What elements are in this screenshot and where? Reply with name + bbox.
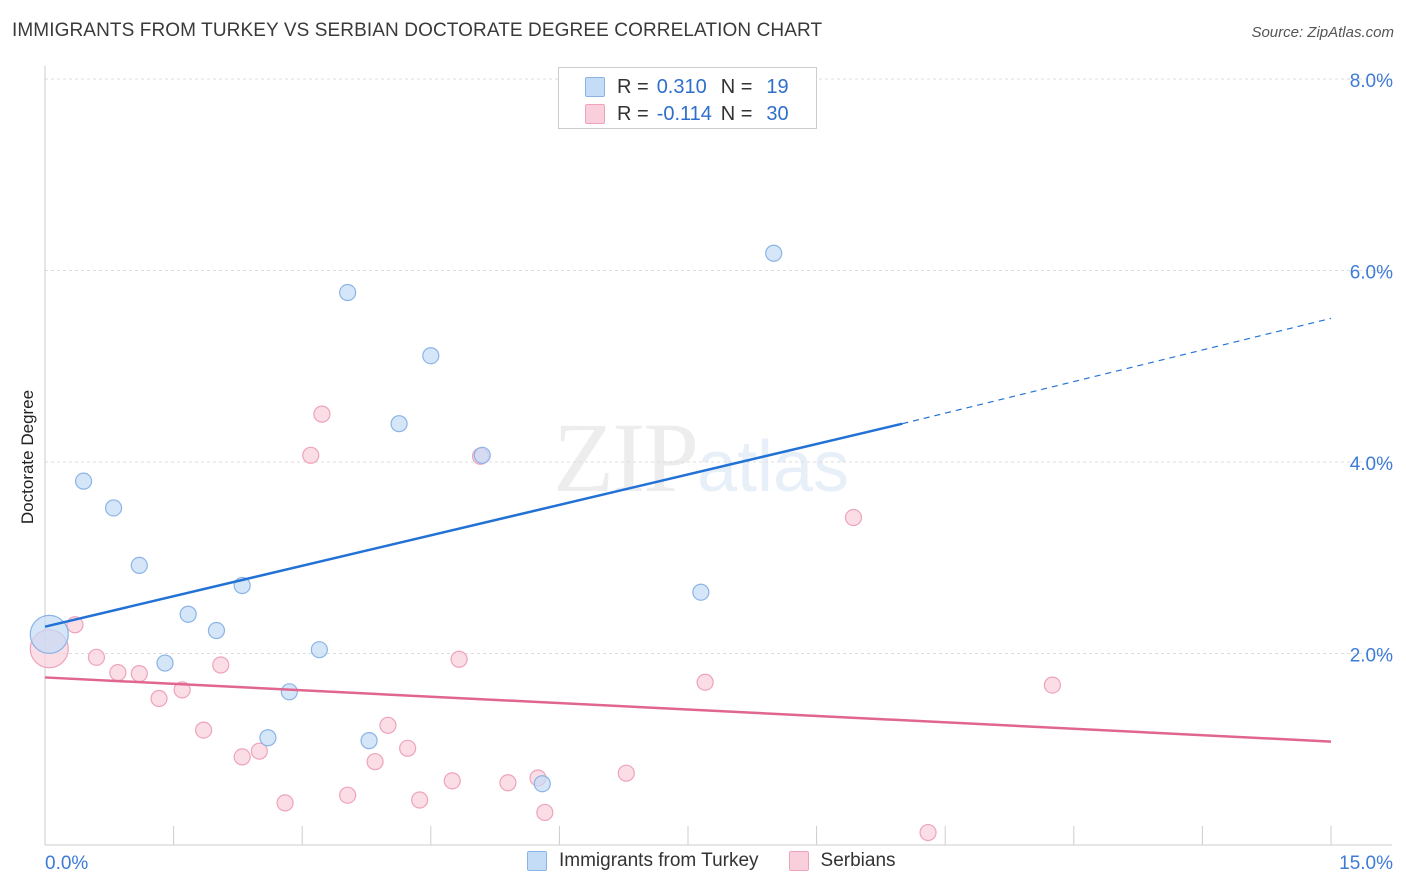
serbian-point (87, 648, 106, 666)
serbian-point (536, 803, 554, 822)
turkey-point (692, 583, 710, 601)
n-value: 30 (766, 102, 789, 125)
serbian-point (339, 786, 357, 804)
turkey-point (156, 654, 174, 672)
legend-row-turkey: R = 0.310 N = 19 (585, 74, 789, 100)
serbian-point (450, 650, 468, 668)
legend-row-serbian: R = -0.114 N = 30 (585, 101, 789, 127)
source-label: Source: ZipAtlas.com (1251, 24, 1394, 41)
y-tick-label: 8.0% (1350, 71, 1393, 92)
turkey-point (339, 283, 357, 302)
r-value: 0.310 (656, 75, 707, 98)
serbian-point (173, 681, 191, 699)
serbian-point (919, 823, 937, 842)
serbian-point (443, 772, 461, 790)
y-tick-label: 4.0% (1350, 454, 1393, 475)
turkey-point (74, 472, 93, 490)
serbian-point (276, 794, 294, 812)
r-label: R = (617, 102, 649, 125)
turkey-point (473, 446, 491, 464)
serbian-point (499, 774, 517, 792)
n-value: 19 (766, 75, 789, 98)
legend-item-turkey[interactable]: Immigrants from Turkey (527, 850, 759, 872)
turkey-point (422, 347, 440, 365)
r-label: R = (617, 75, 649, 98)
serbian-point (250, 742, 268, 760)
serbian-trend-line (44, 676, 1332, 743)
turkey-point (104, 499, 123, 517)
turkey-swatch (585, 77, 605, 97)
serbian-point (130, 665, 148, 683)
turkey-point (765, 244, 783, 262)
turkey-legend-swatch (527, 851, 547, 871)
serbian-point (233, 748, 251, 766)
serbian-point (399, 739, 417, 757)
y-axis-label: Doctorate Degree (18, 389, 37, 525)
serbian-point (150, 689, 168, 708)
turkey-point (533, 775, 551, 793)
turkey-trend-extension (902, 317, 1332, 425)
turkey-point (390, 415, 408, 433)
serbian-point (844, 508, 863, 527)
serbian-point (212, 656, 230, 674)
serbian-point (411, 791, 429, 809)
turkey-legend-label: Immigrants from Turkey (559, 850, 759, 871)
turkey-point (280, 683, 298, 701)
y-tick-label: 2.0% (1350, 646, 1393, 667)
turkey-point (179, 605, 197, 623)
serbian-point (109, 664, 127, 682)
turkey-trend-line (44, 422, 903, 628)
x-tick-label-max: 15.0% (1339, 853, 1393, 874)
serbian-swatch (585, 104, 605, 124)
serbian-legend-swatch (788, 851, 809, 871)
n-label: N = (720, 102, 753, 125)
legend-item-serbians[interactable]: Serbians (788, 850, 896, 872)
correlation-legend: R = 0.310 N = 19 R = -0.114 N = 30 (558, 67, 817, 129)
serbian-point (302, 446, 320, 464)
turkey-point (259, 729, 277, 747)
serbian-point (1043, 676, 1061, 694)
watermark: ZIPatlas (553, 400, 849, 515)
y-tick-label: 6.0% (1350, 263, 1393, 284)
turkey-point (207, 621, 226, 640)
serbian-point (379, 716, 397, 734)
turkey-point (130, 556, 148, 575)
chart-title: IMMIGRANTS FROM TURKEY VS SERBIAN DOCTOR… (12, 20, 823, 41)
x-tick-label-min: 0.0% (45, 853, 88, 874)
turkey-point (310, 641, 328, 659)
serbian-point (195, 721, 213, 739)
serbian-point (696, 673, 714, 691)
serbian-point (617, 764, 635, 782)
serbian-legend-label: Serbians (820, 850, 896, 871)
n-label: N = (720, 75, 753, 98)
serbian-point (366, 753, 384, 771)
series-legend: Immigrants from Turkey Serbians (527, 850, 926, 872)
r-value: -0.114 (656, 102, 712, 125)
turkey-point (360, 732, 378, 750)
turkey-point (29, 614, 69, 654)
serbian-point (313, 405, 331, 423)
watermark-zip: ZIP (553, 402, 699, 513)
